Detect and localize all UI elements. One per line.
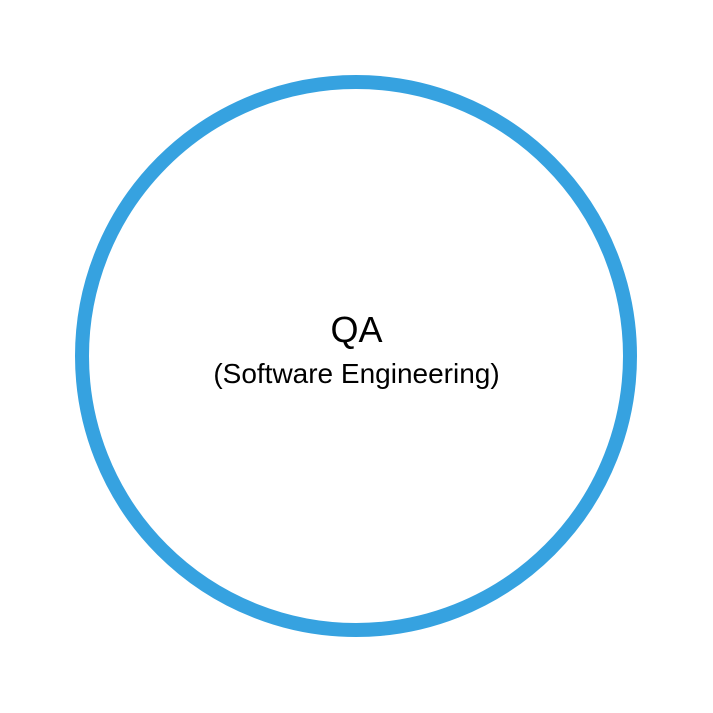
- node-title: QA: [330, 309, 383, 350]
- node-subtitle: (Software Engineering): [213, 358, 500, 389]
- circle-node-label: QA (Software Engineering): [0, 306, 713, 394]
